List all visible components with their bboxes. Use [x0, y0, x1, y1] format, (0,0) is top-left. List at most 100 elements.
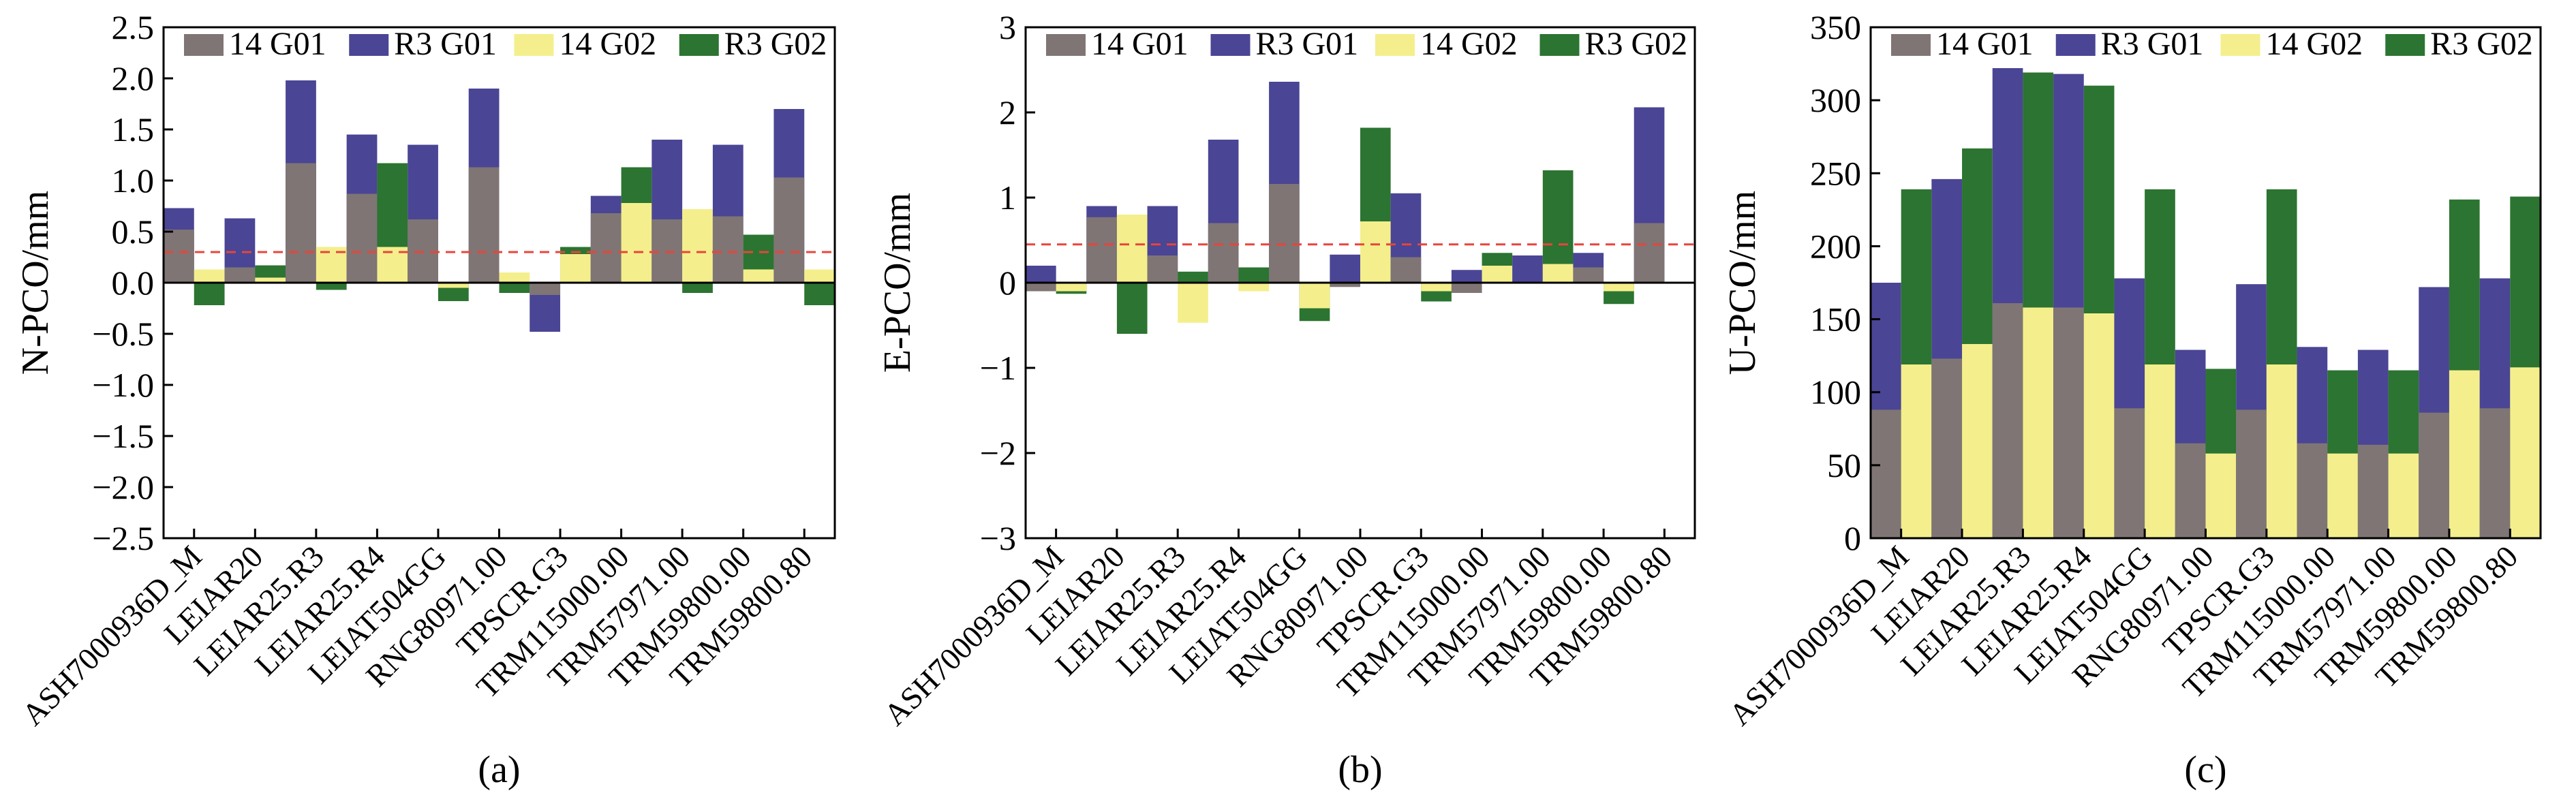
legend-label-14-g02: 14 G02: [559, 26, 657, 62]
y-tick-label: 0.5: [112, 213, 155, 251]
bar-14-g02-leiar25-r4: [2083, 313, 2115, 538]
legend-label-14-g01: 14 G01: [229, 26, 326, 62]
bar-14-g02-tpscr-g3: [560, 254, 591, 283]
bar-14-g01-trm115000-00: [2297, 443, 2328, 538]
bar-14-g02-ash7000936d-m: [1901, 364, 1932, 538]
bar-14-g01-rng80971-00: [468, 167, 500, 283]
panel-label: (c): [2184, 749, 2226, 791]
y-tick-label: −2: [980, 434, 1016, 472]
y-axis-label: E-PCO/mm: [876, 193, 919, 373]
y-tick-label: −0.5: [92, 315, 154, 353]
legend-swatch-r3-g02: [679, 34, 719, 56]
legend-label-r3-g02: R3 G02: [2430, 26, 2533, 62]
panel-3: 350300250200150100500ASH7000936D_MLEIAR2…: [1721, 8, 2542, 791]
bars-group: [1026, 82, 1695, 334]
bar-14-g01-trm59800-80: [773, 177, 805, 283]
bar-14-g02-trm59800-00: [2449, 370, 2480, 538]
y-tick-label: 350: [1810, 8, 1861, 46]
y-tick-label: 1.5: [112, 110, 155, 149]
legend-swatch-14-g01: [184, 34, 224, 56]
bar-14-g02-leiar20: [255, 277, 286, 283]
bar-r3-g01-trm57971-00: [1512, 255, 1543, 283]
bar-14-g02-trm59800-80: [804, 269, 835, 283]
bar-14-g02-leiar25-r3: [1178, 283, 1208, 323]
bar-14-g01-leiar20: [224, 267, 256, 283]
bar-14-g02-rng80971-00: [2205, 453, 2237, 538]
y-tick-label: −1.5: [92, 417, 154, 455]
legend-label-14-g02: 14 G02: [1420, 26, 1518, 62]
bar-14-g01-trm59800-00: [2419, 412, 2449, 538]
y-tick-label: 0: [1844, 519, 1861, 557]
y-axis-label: U-PCO/mm: [1721, 191, 1764, 375]
legend-swatch-14-g02: [514, 34, 554, 56]
bar-r3-g02-trm59800-80: [804, 283, 835, 305]
bar-14-g01-leiat504gg: [2114, 408, 2145, 538]
bars-group: [1871, 68, 2541, 539]
bar-14-g02-leiat504gg: [2145, 364, 2175, 538]
bar-14-g02-rng80971-00: [1360, 221, 1391, 283]
y-tick-label: 2: [999, 93, 1016, 131]
bar-14-g02-ash7000936d-m: [1056, 283, 1087, 292]
y-tick-label: 100: [1810, 373, 1861, 411]
legend-swatch-r3-g01: [2055, 34, 2096, 56]
bar-14-g02-trm59800-00: [1604, 283, 1634, 292]
y-tick-label: −1.0: [92, 366, 154, 404]
bar-14-g02-trm57971-00: [2388, 453, 2419, 538]
legend-label-14-g02: 14 G02: [2266, 26, 2363, 62]
y-tick-label: 200: [1810, 227, 1861, 265]
legend-swatch-r3-g02: [1539, 34, 1580, 56]
bar-14-g02-leiar20: [1962, 344, 1993, 538]
y-tick-label: 250: [1810, 154, 1861, 192]
bar-14-g01-leiar20: [1931, 358, 1963, 538]
panel-2: 3210−1−2−3ASH7000936D_MLEIAR20LEIAR25.R3…: [876, 8, 1696, 791]
bar-r3-g02-ash7000936d-m: [194, 283, 225, 305]
bar-14-g02-rng80971-00: [499, 272, 530, 283]
legend-swatch-r3-g02: [2385, 34, 2425, 56]
bar-14-g01-trm57971-00: [2357, 444, 2389, 538]
y-tick-label: 1.0: [112, 161, 155, 200]
bar-r3-g02-leiar25-r4: [1238, 267, 1270, 283]
legend-label-r3-g01: R3 G01: [2101, 26, 2204, 62]
bar-14-g02-leiar25-r4: [1238, 283, 1270, 292]
bar-14-g01-trm59800-00: [1573, 267, 1604, 283]
bar-r3-g01-trm115000-00: [1451, 270, 1482, 283]
legend-swatch-14-g02: [1375, 34, 1415, 56]
legend: 14 G01 R3 G01 14 G02 R3 G02: [1891, 26, 2533, 62]
bar-r3-g02-rng80971-00: [499, 283, 530, 293]
y-tick-label: −1: [980, 349, 1016, 387]
bar-14-g01-ash7000936d-m: [164, 230, 194, 283]
legend-label-14-g01: 14 G01: [1936, 26, 2034, 62]
bar-14-g02-leiat504gg: [438, 283, 469, 288]
bar-14-g01-leiar25-r3: [1992, 303, 2023, 538]
panel-label: (b): [1338, 749, 1382, 791]
bar-14-g02-trm115000-00: [1482, 266, 1513, 283]
bar-14-g01-trm59800-00: [712, 216, 743, 283]
bar-r3-g02-trm57971-00: [682, 283, 713, 293]
bar-14-g02-trm59800-80: [2510, 367, 2541, 538]
bar-14-g01-tpscr-g3: [530, 283, 561, 295]
legend: 14 G01 R3 G01 14 G02 R3 G02: [184, 26, 827, 62]
bar-14-g02-trm59800-00: [743, 269, 774, 283]
legend-label-r3-g01: R3 G01: [394, 26, 497, 62]
bar-r3-g01-ash7000936d-m: [1026, 266, 1056, 283]
bar-14-g02-trm115000-00: [621, 203, 652, 283]
legend: 14 G01 R3 G01 14 G02 R3 G02: [1046, 26, 1687, 62]
bar-14-g01-trm115000-00: [1451, 283, 1482, 293]
panel-1: 2.52.01.51.00.50.0−0.5−1.0−1.5−2.0−2.5AS…: [14, 8, 836, 791]
y-tick-label: 2.5: [112, 8, 155, 46]
bar-14-g01-trm59800-80: [1634, 223, 1665, 283]
bar-r3-g01-rng80971-00: [1330, 254, 1360, 283]
y-tick-label: 150: [1810, 300, 1861, 339]
bar-14-g01-leiar25-r4: [346, 193, 378, 283]
y-tick-label: 1: [999, 178, 1016, 217]
panel-label: (a): [478, 749, 520, 791]
bar-14-g02-tpscr-g3: [2266, 364, 2297, 538]
legend-swatch-14-g01: [1891, 34, 1931, 56]
bar-r3-g02-leiar25-r3: [316, 283, 347, 290]
bar-14-g01-ash7000936d-m: [1871, 409, 1901, 538]
bar-14-g01-leiar25-r4: [2053, 307, 2084, 538]
bar-14-g01-leiar20: [1086, 217, 1117, 283]
bar-14-g02-trm115000-00: [2327, 453, 2358, 538]
legend-swatch-r3-g01: [1210, 34, 1251, 56]
bar-14-g01-tpscr-g3: [1390, 257, 1422, 283]
